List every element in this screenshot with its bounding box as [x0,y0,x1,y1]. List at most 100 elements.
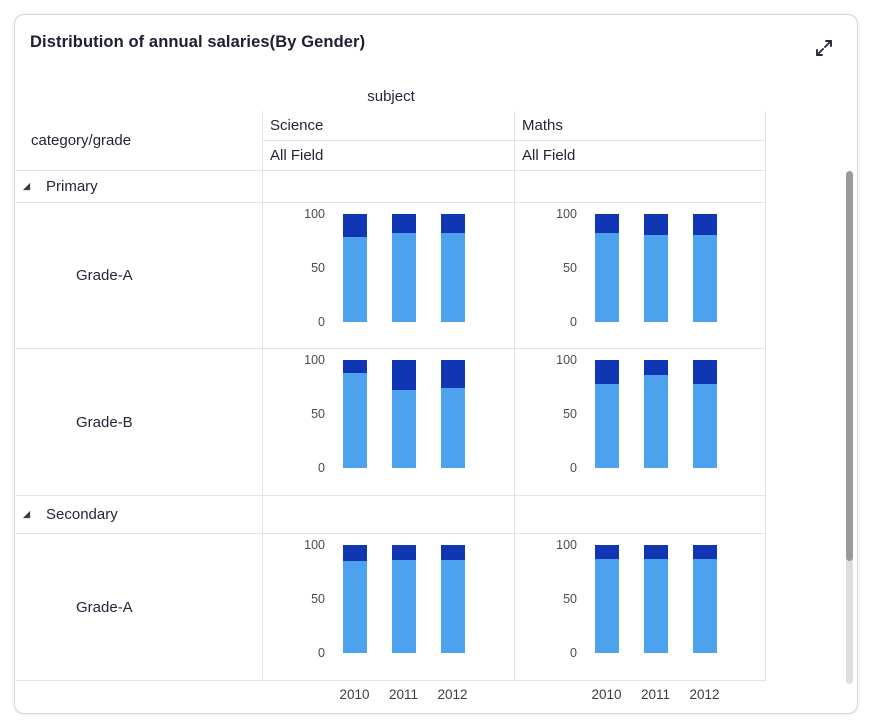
stacked-bar-chart-science-secondary-grade-a: 100 50 0 [262,534,514,681]
stacked-bar-chart-maths-primary-grade-a: 100 50 0 [514,203,766,349]
stacked-bar [693,360,717,468]
bar-segment-bottom [441,388,465,468]
bar-segment-bottom [441,560,465,653]
stacked-bar [343,214,367,322]
card-header: Distribution of annual salaries(By Gende… [15,15,857,57]
bar-segment-top [693,214,717,235]
row-group-label: Primary [46,178,98,195]
y-axis: 100 50 0 [515,538,577,660]
y-tick-label: 0 [570,461,577,475]
y-tick-label: 50 [311,592,325,606]
vertical-scrollbar[interactable] [846,171,853,684]
pivot-grid: subject category/grade Science Maths All… [16,81,766,708]
bar-segment-bottom [392,233,416,322]
x-axis-science: 2010 2011 2012 [262,681,514,708]
bar-segment-bottom [693,559,717,653]
page-title: Distribution of annual salaries(By Gende… [30,33,366,51]
stacked-bar [441,545,465,653]
bar-segment-top [693,545,717,560]
scrollbar-thumb[interactable] [846,171,853,561]
bar-segment-top [441,214,465,234]
row-group-label: Secondary [46,506,118,523]
bar-segment-bottom [343,372,367,468]
column-dimension-label: subject [367,87,415,105]
bar-segment-top [343,360,367,373]
empty-cell [262,171,514,203]
bar-segment-top [693,360,717,384]
row-group-primary[interactable]: Primary [16,171,262,203]
pivot-chart-card: Distribution of annual salaries(By Gende… [14,14,858,714]
y-axis: 100 50 0 [263,207,325,329]
bar-segment-bottom [693,383,717,468]
y-tick-label: 100 [304,207,325,221]
y-axis: 100 50 0 [263,538,325,660]
collapse-triangle-icon [22,506,31,523]
x-axis-label: 2011 [640,687,671,702]
field-header-maths: All Field [514,141,766,171]
row-header-grade-b: Grade-B [16,349,262,496]
bar-segment-top [644,360,668,376]
y-tick-label: 50 [311,261,325,275]
bar-segment-top [595,545,619,560]
stacked-bar-chart-maths-secondary-grade-a: 100 50 0 [514,534,766,681]
bar-segment-bottom [392,560,416,653]
empty-cell [514,171,766,203]
y-tick-label: 50 [563,407,577,421]
bar-segment-top [392,545,416,561]
bar-segment-bottom [441,233,465,322]
plot-area [595,545,717,653]
bar-segment-bottom [595,233,619,322]
bar-segment-bottom [644,234,668,322]
y-tick-label: 50 [563,592,577,606]
column-header-maths: Maths [514,111,766,141]
bar-segment-top [441,360,465,389]
stacked-bar [595,360,619,468]
y-tick-label: 100 [556,353,577,367]
stacked-bar [343,360,367,468]
stacked-bar [644,545,668,653]
stacked-bar [343,545,367,653]
row-header-grade-a: Grade-A [16,203,262,349]
y-axis: 100 50 0 [515,207,577,329]
field-header-science: All Field [262,141,514,171]
y-tick-label: 0 [318,315,325,329]
plot-area [595,214,717,322]
bar-segment-bottom [343,561,367,653]
bar-segment-bottom [343,236,367,322]
bar-segment-top [343,545,367,562]
x-axis-label: 2012 [689,687,720,702]
stacked-bar [644,214,668,322]
stacked-bar [693,214,717,322]
y-axis: 100 50 0 [515,353,577,475]
bar-segment-top [595,360,619,384]
empty-cell [514,496,766,534]
plot-area [343,545,465,653]
bar-segment-top [644,214,668,235]
bar-segment-top [392,214,416,234]
empty-cell [16,681,262,708]
y-tick-label: 0 [318,646,325,660]
bar-segment-bottom [595,383,619,468]
stacked-bar-chart-science-primary-grade-b: 100 50 0 [262,349,514,496]
expand-button[interactable] [811,35,837,61]
y-tick-label: 50 [311,407,325,421]
y-tick-label: 0 [570,646,577,660]
stacked-bar-chart-maths-primary-grade-b: 100 50 0 [514,349,766,496]
stacked-bar [392,360,416,468]
row-header-grade-a: Grade-A [16,534,262,681]
x-axis-label: 2010 [339,687,370,702]
column-header-science: Science [262,111,514,141]
empty-cell [262,496,514,534]
stacked-bar [595,545,619,653]
stacked-bar [392,545,416,653]
row-group-secondary[interactable]: Secondary [16,496,262,534]
y-tick-label: 0 [318,461,325,475]
x-axis-label: 2010 [591,687,622,702]
plot-area [343,360,465,468]
bar-segment-top [644,545,668,560]
bar-segment-top [595,214,619,234]
expand-diagonal-arrows-icon [813,37,835,59]
bar-segment-bottom [644,375,668,468]
stacked-bar-chart-science-primary-grade-a: 100 50 0 [262,203,514,349]
